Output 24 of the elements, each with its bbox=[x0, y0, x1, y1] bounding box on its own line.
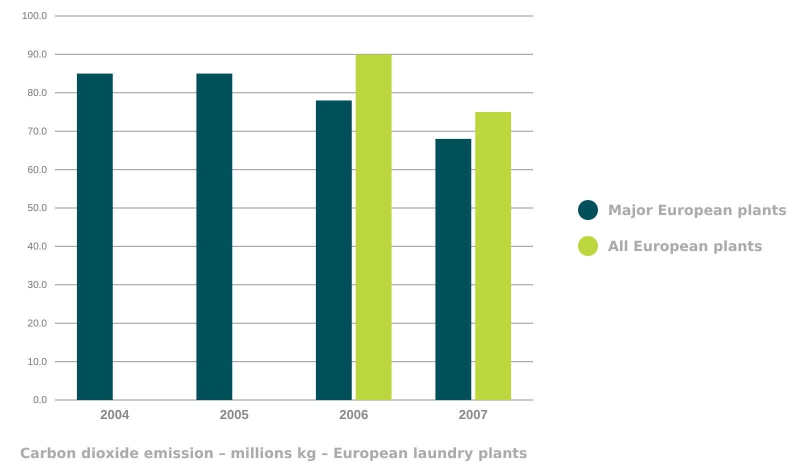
y-tick-label: 90.0 bbox=[28, 50, 48, 61]
y-tick-label: 60.0 bbox=[28, 164, 48, 176]
y-tick-label: 10.0 bbox=[28, 356, 48, 368]
bar bbox=[76, 74, 113, 400]
legend-label: All European plants bbox=[608, 239, 762, 255]
legend-label: Major European plants bbox=[608, 203, 787, 219]
y-tick-label: 0.0 bbox=[33, 395, 48, 406]
text: Carbon dioxide emission – millions kg – European laundry plants bbox=[20, 446, 528, 462]
y-tick-label: 30.0 bbox=[28, 280, 48, 291]
y-tick-label: 100.0 bbox=[22, 11, 48, 22]
bar bbox=[196, 74, 232, 400]
x-tick-label: 2007 bbox=[458, 407, 488, 422]
y-tick-label: 80.0 bbox=[28, 88, 48, 99]
x-tick-label: 2005 bbox=[220, 407, 249, 422]
y-tick-label: 70.0 bbox=[28, 126, 48, 138]
bar bbox=[435, 138, 472, 400]
x-tick-label: 2006 bbox=[339, 407, 368, 422]
bar bbox=[316, 100, 352, 400]
y-tick-label: 50.0 bbox=[28, 203, 48, 214]
bar bbox=[475, 112, 512, 400]
y-tick-label: 20.0 bbox=[28, 318, 48, 330]
y-tick-label: 40.0 bbox=[28, 242, 48, 253]
x-tick-label: 2004 bbox=[100, 407, 130, 422]
bar bbox=[356, 54, 392, 400]
